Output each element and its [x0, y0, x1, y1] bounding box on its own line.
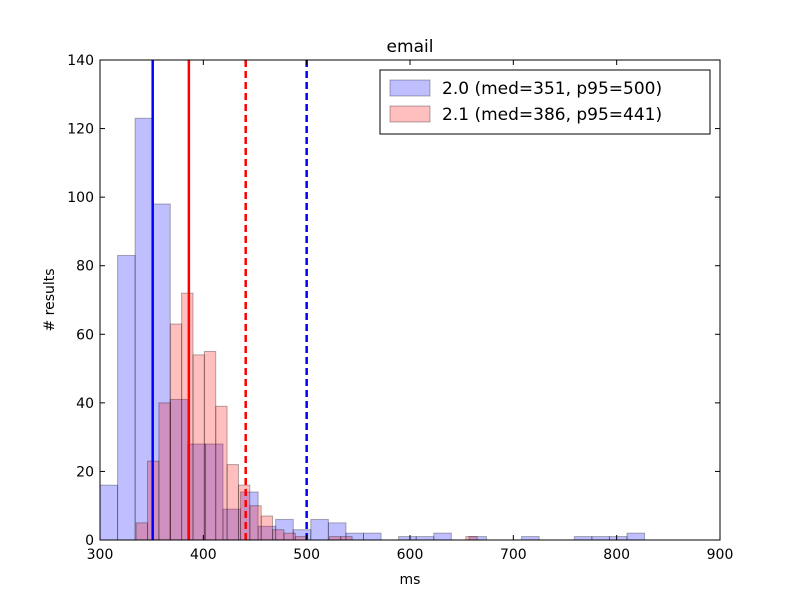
x-tick-label: 500: [293, 547, 320, 563]
x-tick-label: 600: [397, 547, 424, 563]
histogram-bar-series-1-bin-12: [272, 529, 285, 541]
histogram-bar-series-0-bin-15: [363, 532, 382, 541]
legend-box: [379, 69, 711, 135]
x-tick-label: 700: [500, 547, 527, 563]
legend-swatch-series-1: [389, 105, 431, 123]
histogram-bar-series-1-bin-0: [135, 522, 149, 541]
y-tick-label: 100: [67, 190, 94, 206]
histogram-bar-series-1-bin-5: [192, 354, 205, 541]
histogram-bar-series-1-bin-2: [158, 402, 171, 541]
histogram-bar-series-0-bin-20: [521, 536, 540, 541]
histogram-bar-series-0-bin-0: [99, 484, 119, 541]
histogram-bar-series-1-bin-9: [237, 484, 251, 541]
histogram-bar-series-1-bin-4: [181, 292, 194, 541]
chart-title: email: [387, 37, 434, 57]
legend: 2.0 (med=351, p95=500) 2.1 (med=386, p95=…: [379, 69, 711, 135]
histogram-bar-series-0-bin-1: [117, 254, 136, 541]
histogram-bar-series-1-bin-14: [294, 536, 308, 541]
x-tick-label: 300: [87, 547, 114, 563]
histogram-bar-series-0-bin-23: [608, 536, 628, 541]
histogram-bar-series-1-bin-8: [226, 464, 239, 541]
y-tick-label: 60: [76, 327, 94, 343]
y-tick-label: 40: [76, 396, 94, 412]
y-tick-label: 80: [76, 259, 94, 275]
histogram-bar-series-1-bin-16: [340, 536, 353, 541]
histogram-bar-series-1-bin-13: [283, 532, 296, 541]
histogram-bar-series-1-bin-15: [328, 536, 342, 541]
histogram-bar-series-1-bin-6: [203, 350, 217, 541]
legend-swatch-series-0: [389, 79, 431, 97]
histogram-bar-series-0-bin-24: [626, 532, 646, 541]
x-tick-label: 900: [707, 547, 734, 563]
x-tick-label: 800: [603, 547, 630, 563]
histogram-bar-series-0-bin-18: [433, 532, 452, 541]
histogram-bar-series-0-bin-16: [398, 536, 417, 541]
x-tick-label: 400: [190, 547, 217, 563]
ticks-layer: 300 400 500 600 700 800 900 0 20 40 60 80 100 120 140: [67, 53, 733, 563]
y-tick-label: 0: [85, 533, 94, 549]
histogram-bar-series-0-bin-21: [573, 536, 593, 541]
y-axis-label: # results: [42, 268, 58, 331]
histogram-bar-series-0-bin-17: [415, 536, 435, 541]
histogram-bar-series-1-bin-7: [215, 405, 228, 541]
histogram-bar-series-1-bin-11: [260, 515, 274, 541]
histogram-bar-series-0-bin-12: [310, 518, 329, 541]
histogram-bar-series-0-bin-22: [591, 536, 610, 541]
plot-frame: [99, 59, 721, 541]
histogram-bar-series-1-bin-3: [169, 323, 183, 541]
histogram-bar-series-1-bin-17: [465, 536, 478, 541]
y-tick-label: 120: [67, 122, 94, 138]
y-tick-label: 20: [76, 464, 94, 480]
reference-lines-layer: [151, 60, 308, 540]
legend-label-series-1: 2.1 (med=386, p95=441): [442, 105, 662, 125]
x-axis-label: ms: [400, 572, 421, 588]
legend-label-series-0: 2.0 (med=351, p95=500): [442, 79, 662, 99]
y-tick-label: 140: [67, 53, 94, 69]
histogram-bar-series-1-bin-10: [249, 505, 262, 541]
